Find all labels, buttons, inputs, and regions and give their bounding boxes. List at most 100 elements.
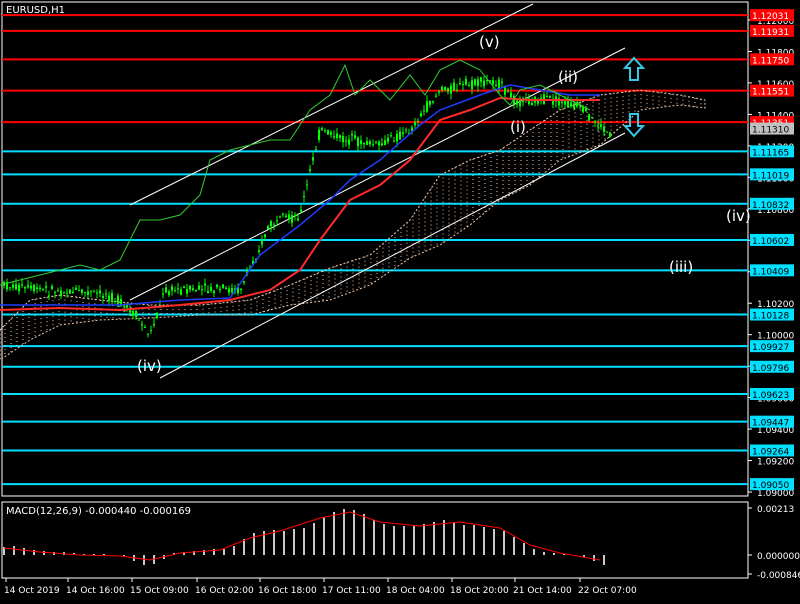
candle-body	[87, 291, 89, 295]
candle-body	[183, 286, 185, 288]
candle-body	[582, 106, 584, 113]
candle-body	[597, 125, 599, 127]
candle-body	[171, 286, 173, 291]
price-axis-label: 1.09400	[757, 426, 794, 436]
indicator-lines-layer	[0, 59, 600, 312]
price-level-tag	[750, 340, 794, 353]
candle-body	[153, 323, 155, 326]
candle-body	[189, 285, 191, 290]
time-axis: 14 Oct 2019 14 Oct 16:00 15 Oct 09:00 16 Oc…	[4, 578, 637, 596]
candle-body	[318, 129, 320, 141]
candle-body	[252, 260, 254, 265]
chikou-span-line[interactable]	[0, 59, 591, 286]
candle-body	[186, 288, 188, 294]
candle-body	[207, 290, 209, 294]
candle-body	[501, 81, 503, 83]
channel-lower-line[interactable]	[159, 132, 626, 379]
candle-body	[609, 132, 611, 138]
price-level-tag	[750, 387, 794, 400]
candle-body	[30, 285, 32, 289]
candle-body	[258, 250, 260, 253]
candle-body	[66, 292, 68, 294]
price-level-value: 1.11165	[752, 148, 789, 158]
candle-body	[570, 102, 572, 107]
candle-body	[273, 224, 275, 226]
candle-body	[330, 132, 332, 135]
candle-body	[417, 120, 419, 122]
candle-body	[513, 95, 515, 105]
candle-body	[12, 284, 14, 288]
candle-body	[351, 134, 353, 136]
wave-label-v: (v)	[479, 33, 500, 51]
channel-upper-line[interactable]	[129, 3, 534, 206]
candle-body	[516, 100, 518, 105]
macd-axis-label: -0.000846	[757, 571, 800, 581]
candle-body	[606, 131, 608, 133]
candle-body	[366, 141, 368, 145]
candle-body	[138, 319, 140, 321]
candle-body	[96, 292, 98, 294]
candle-body	[573, 103, 575, 109]
candle-body	[339, 135, 341, 138]
candle-body	[21, 284, 23, 286]
moving-average-red-line[interactable]	[0, 96, 600, 312]
price-level-value: 1.11750	[752, 56, 789, 66]
price-level-tag	[750, 197, 794, 210]
price-level-tag	[750, 168, 794, 181]
price-level-value: 1.09050	[752, 481, 789, 491]
price-axis-label: 1.09200	[757, 458, 794, 468]
candle-body	[531, 102, 533, 106]
time-axis-label: 14 Oct 16:00	[66, 586, 125, 596]
candle-body	[444, 86, 446, 90]
price-level-value: 1.09623	[752, 391, 789, 401]
candle-body	[546, 95, 548, 97]
candle-body	[483, 80, 485, 87]
wave-label-iv-right: (iv)	[726, 207, 751, 225]
candle-body	[345, 140, 347, 142]
price-axis: 1.120001.118001.116001.114001.112001.110…	[748, 9, 794, 499]
candle-body	[93, 291, 95, 293]
moving-average-blue-line[interactable]	[0, 84, 600, 306]
candle-body	[123, 305, 125, 307]
candle-body	[195, 289, 197, 292]
candle-body	[420, 113, 422, 117]
wave-label-iii: (iii)	[669, 258, 693, 276]
candle-body	[390, 135, 392, 137]
candle-body	[489, 80, 491, 83]
candle-body	[132, 310, 134, 317]
price-axis-label: 1.09000	[757, 489, 794, 499]
macd-axis-label: 0.000000	[757, 552, 800, 562]
candle-body	[36, 287, 38, 290]
macd-signal-line[interactable]	[3, 511, 601, 561]
candle-body	[276, 220, 278, 222]
price-axis-label: 1.10000	[757, 332, 794, 342]
candle-body	[294, 215, 296, 217]
candle-body	[99, 290, 101, 294]
candle-body	[120, 298, 122, 307]
candle-body	[471, 80, 473, 90]
candle-body	[432, 101, 434, 103]
candle-body	[219, 288, 221, 290]
candle-body	[180, 289, 182, 295]
candle-body	[342, 135, 344, 143]
time-axis-label: 17 Oct 11:00	[322, 586, 381, 596]
candle-body	[438, 91, 440, 93]
main-plot-frame	[1, 1, 749, 497]
candle-body	[540, 97, 542, 100]
candle-body	[393, 141, 395, 143]
candle-body	[243, 281, 245, 283]
candle-body	[117, 295, 119, 305]
price-level-tag	[750, 53, 794, 66]
candle-body	[603, 126, 605, 132]
candle-body	[78, 289, 80, 291]
candle-body	[240, 289, 242, 291]
candle-body	[402, 132, 404, 135]
candle-body	[45, 286, 47, 288]
candle-body	[168, 291, 170, 296]
candle-body	[144, 326, 146, 328]
candle-body	[192, 288, 194, 291]
candle-body	[264, 234, 266, 238]
candle-body	[321, 128, 323, 130]
